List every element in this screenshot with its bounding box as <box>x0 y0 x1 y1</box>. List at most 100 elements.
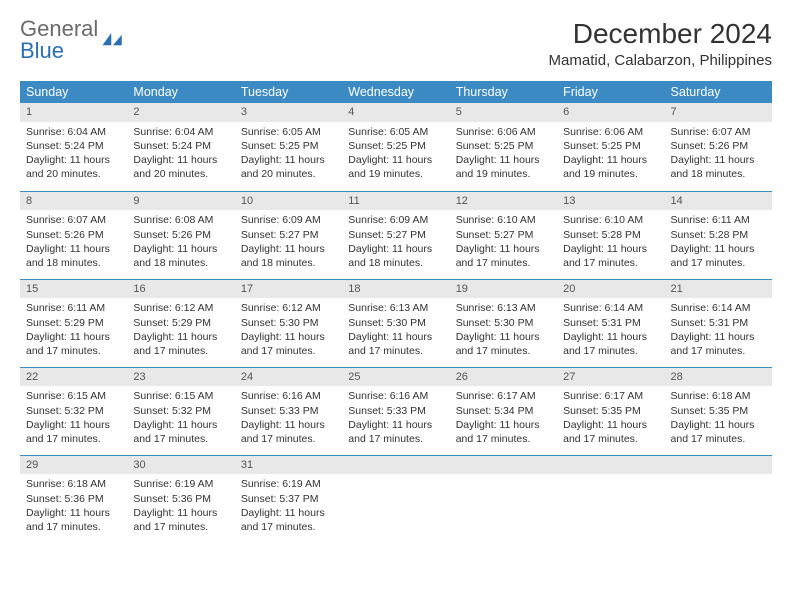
calendar-cell: 24Sunrise: 6:16 AMSunset: 5:33 PMDayligh… <box>235 367 342 455</box>
sunrise-text: Sunrise: 6:13 AM <box>348 301 443 315</box>
daylight-text: Daylight: 11 hours and 19 minutes. <box>348 153 443 181</box>
sunset-text: Sunset: 5:25 PM <box>456 139 551 153</box>
daylight-text: Daylight: 11 hours and 19 minutes. <box>563 153 658 181</box>
logo-sail-icon <box>102 33 124 47</box>
sunrise-text: Sunrise: 6:17 AM <box>456 389 551 403</box>
weekday-header: Thursday <box>450 81 557 103</box>
day-number: 13 <box>557 192 664 211</box>
weekday-header: Wednesday <box>342 81 449 103</box>
month-title: December 2024 <box>549 18 772 50</box>
day-number: 12 <box>450 192 557 211</box>
calendar-cell: 3Sunrise: 6:05 AMSunset: 5:25 PMDaylight… <box>235 103 342 191</box>
sunrise-text: Sunrise: 6:16 AM <box>241 389 336 403</box>
sunset-text: Sunset: 5:24 PM <box>133 139 228 153</box>
day-content: Sunrise: 6:18 AMSunset: 5:36 PMDaylight:… <box>20 474 127 538</box>
day-number: 24 <box>235 368 342 387</box>
day-content: Sunrise: 6:04 AMSunset: 5:24 PMDaylight:… <box>127 122 234 186</box>
calendar-cell: 21Sunrise: 6:14 AMSunset: 5:31 PMDayligh… <box>665 279 772 367</box>
calendar-cell: 7Sunrise: 6:07 AMSunset: 5:26 PMDaylight… <box>665 103 772 191</box>
calendar-table: Sunday Monday Tuesday Wednesday Thursday… <box>20 81 772 543</box>
sunset-text: Sunset: 5:30 PM <box>348 316 443 330</box>
sunset-text: Sunset: 5:34 PM <box>456 404 551 418</box>
calendar-cell: 26Sunrise: 6:17 AMSunset: 5:34 PMDayligh… <box>450 367 557 455</box>
daylight-text: Daylight: 11 hours and 17 minutes. <box>241 506 336 534</box>
day-content: Sunrise: 6:16 AMSunset: 5:33 PMDaylight:… <box>342 386 449 450</box>
day-number: 1 <box>20 103 127 122</box>
calendar-cell: 16Sunrise: 6:12 AMSunset: 5:29 PMDayligh… <box>127 279 234 367</box>
sunset-text: Sunset: 5:30 PM <box>456 316 551 330</box>
calendar-cell: 12Sunrise: 6:10 AMSunset: 5:27 PMDayligh… <box>450 191 557 279</box>
sunset-text: Sunset: 5:26 PM <box>26 228 121 242</box>
weekday-header: Friday <box>557 81 664 103</box>
daylight-text: Daylight: 11 hours and 17 minutes. <box>241 418 336 446</box>
sunrise-text: Sunrise: 6:08 AM <box>133 213 228 227</box>
calendar-cell: 19Sunrise: 6:13 AMSunset: 5:30 PMDayligh… <box>450 279 557 367</box>
day-content: Sunrise: 6:15 AMSunset: 5:32 PMDaylight:… <box>20 386 127 450</box>
daylight-text: Daylight: 11 hours and 18 minutes. <box>671 153 766 181</box>
sunrise-text: Sunrise: 6:12 AM <box>133 301 228 315</box>
daylight-text: Daylight: 11 hours and 17 minutes. <box>133 506 228 534</box>
calendar-row: 29Sunrise: 6:18 AMSunset: 5:36 PMDayligh… <box>20 455 772 543</box>
calendar-cell: 13Sunrise: 6:10 AMSunset: 5:28 PMDayligh… <box>557 191 664 279</box>
day-number-empty <box>450 456 557 475</box>
sunrise-text: Sunrise: 6:05 AM <box>241 125 336 139</box>
day-number-empty <box>665 456 772 475</box>
sunrise-text: Sunrise: 6:16 AM <box>348 389 443 403</box>
day-content: Sunrise: 6:11 AMSunset: 5:29 PMDaylight:… <box>20 298 127 362</box>
day-number: 29 <box>20 456 127 475</box>
sunrise-text: Sunrise: 6:14 AM <box>671 301 766 315</box>
day-content: Sunrise: 6:16 AMSunset: 5:33 PMDaylight:… <box>235 386 342 450</box>
sunrise-text: Sunrise: 6:14 AM <box>563 301 658 315</box>
weekday-header: Saturday <box>665 81 772 103</box>
sunrise-text: Sunrise: 6:15 AM <box>26 389 121 403</box>
calendar-row: 8Sunrise: 6:07 AMSunset: 5:26 PMDaylight… <box>20 191 772 279</box>
calendar-cell: 9Sunrise: 6:08 AMSunset: 5:26 PMDaylight… <box>127 191 234 279</box>
daylight-text: Daylight: 11 hours and 18 minutes. <box>133 242 228 270</box>
daylight-text: Daylight: 11 hours and 18 minutes. <box>26 242 121 270</box>
calendar-cell: 29Sunrise: 6:18 AMSunset: 5:36 PMDayligh… <box>20 455 127 543</box>
day-content: Sunrise: 6:05 AMSunset: 5:25 PMDaylight:… <box>235 122 342 186</box>
day-number: 28 <box>665 368 772 387</box>
calendar-row: 22Sunrise: 6:15 AMSunset: 5:32 PMDayligh… <box>20 367 772 455</box>
sunset-text: Sunset: 5:33 PM <box>241 404 336 418</box>
daylight-text: Daylight: 11 hours and 17 minutes. <box>26 418 121 446</box>
day-content: Sunrise: 6:19 AMSunset: 5:37 PMDaylight:… <box>235 474 342 538</box>
day-number: 11 <box>342 192 449 211</box>
sunset-text: Sunset: 5:28 PM <box>671 228 766 242</box>
day-number: 27 <box>557 368 664 387</box>
calendar-cell <box>665 455 772 543</box>
sunset-text: Sunset: 5:24 PM <box>26 139 121 153</box>
calendar-cell: 11Sunrise: 6:09 AMSunset: 5:27 PMDayligh… <box>342 191 449 279</box>
daylight-text: Daylight: 11 hours and 18 minutes. <box>348 242 443 270</box>
daylight-text: Daylight: 11 hours and 17 minutes. <box>563 418 658 446</box>
calendar-cell: 5Sunrise: 6:06 AMSunset: 5:25 PMDaylight… <box>450 103 557 191</box>
day-number: 3 <box>235 103 342 122</box>
sunset-text: Sunset: 5:31 PM <box>671 316 766 330</box>
daylight-text: Daylight: 11 hours and 20 minutes. <box>133 153 228 181</box>
day-content: Sunrise: 6:17 AMSunset: 5:34 PMDaylight:… <box>450 386 557 450</box>
sunset-text: Sunset: 5:33 PM <box>348 404 443 418</box>
day-content: Sunrise: 6:10 AMSunset: 5:28 PMDaylight:… <box>557 210 664 274</box>
day-number: 16 <box>127 280 234 299</box>
sunset-text: Sunset: 5:35 PM <box>563 404 658 418</box>
header: General Blue December 2024 Mamatid, Cala… <box>20 18 772 69</box>
calendar-cell: 23Sunrise: 6:15 AMSunset: 5:32 PMDayligh… <box>127 367 234 455</box>
sunset-text: Sunset: 5:29 PM <box>133 316 228 330</box>
calendar-cell: 17Sunrise: 6:12 AMSunset: 5:30 PMDayligh… <box>235 279 342 367</box>
title-block: December 2024 Mamatid, Calabarzon, Phili… <box>549 18 772 69</box>
daylight-text: Daylight: 11 hours and 17 minutes. <box>26 330 121 358</box>
daylight-text: Daylight: 11 hours and 17 minutes. <box>348 330 443 358</box>
day-number-empty <box>557 456 664 475</box>
calendar-cell <box>557 455 664 543</box>
calendar-row: 15Sunrise: 6:11 AMSunset: 5:29 PMDayligh… <box>20 279 772 367</box>
sunrise-text: Sunrise: 6:09 AM <box>348 213 443 227</box>
sunrise-text: Sunrise: 6:09 AM <box>241 213 336 227</box>
calendar-row: 1Sunrise: 6:04 AMSunset: 5:24 PMDaylight… <box>20 103 772 191</box>
sunrise-text: Sunrise: 6:19 AM <box>133 477 228 491</box>
sunset-text: Sunset: 5:29 PM <box>26 316 121 330</box>
sunrise-text: Sunrise: 6:06 AM <box>563 125 658 139</box>
daylight-text: Daylight: 11 hours and 17 minutes. <box>241 330 336 358</box>
calendar-cell: 15Sunrise: 6:11 AMSunset: 5:29 PMDayligh… <box>20 279 127 367</box>
sunrise-text: Sunrise: 6:10 AM <box>456 213 551 227</box>
daylight-text: Daylight: 11 hours and 17 minutes. <box>348 418 443 446</box>
